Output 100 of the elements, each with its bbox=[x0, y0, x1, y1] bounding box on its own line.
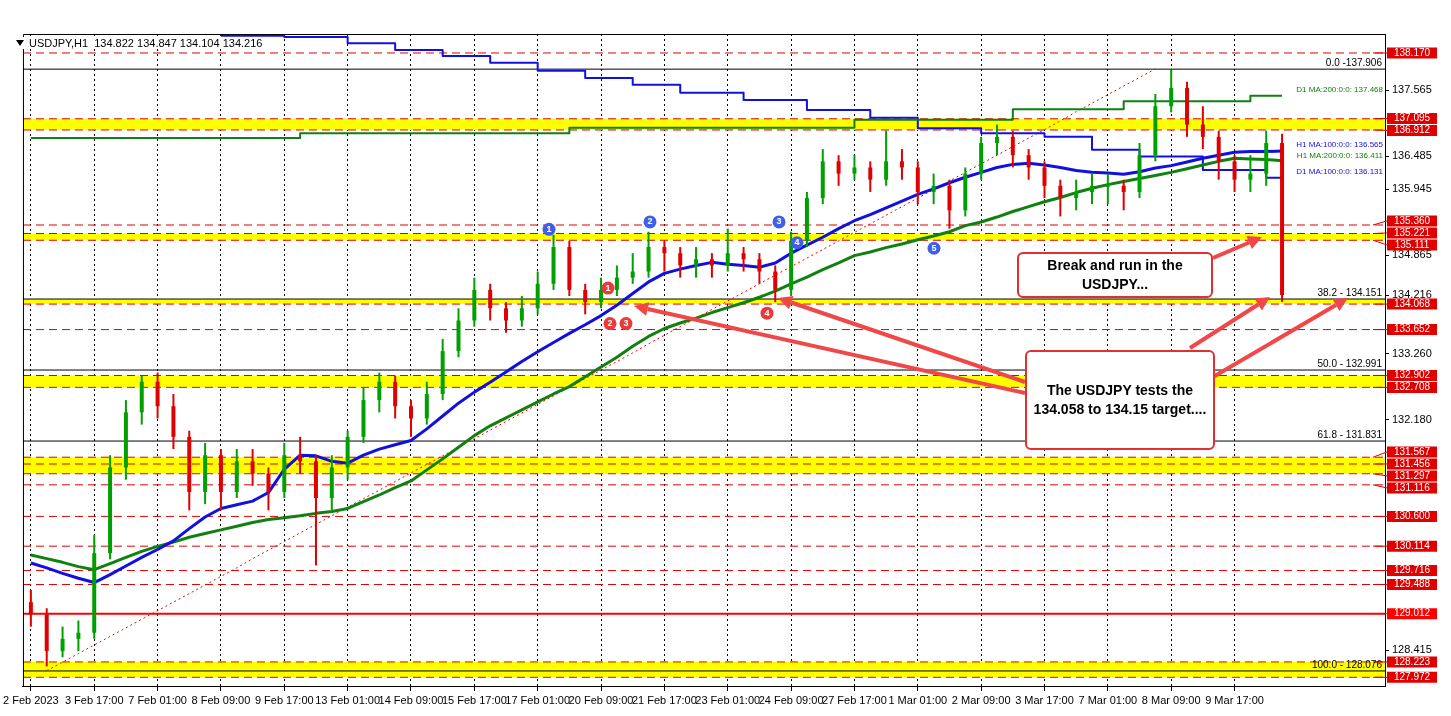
annotation: 2 bbox=[647, 216, 653, 227]
ref-line-label: 132.902 bbox=[1393, 369, 1431, 381]
x-tick-label: 14 Feb 09:00 bbox=[378, 693, 444, 706]
ref-line-label: 135.221 bbox=[1393, 226, 1431, 238]
candlestick bbox=[852, 154, 857, 181]
y-tick-label: 133.260 bbox=[1392, 346, 1432, 359]
ref-line-label: 136.912 bbox=[1393, 124, 1431, 136]
candlestick bbox=[773, 264, 778, 304]
y-tick-label: 134.865 bbox=[1392, 248, 1432, 261]
series-label: D1 MA:100:0:0: 136.131 bbox=[1296, 166, 1384, 176]
ref-line-label: 131.567 bbox=[1393, 445, 1431, 457]
annotation: 38.2 - 134.151 bbox=[1317, 287, 1383, 299]
annotation: 2 bbox=[607, 318, 613, 329]
chart-title: USDJPY,H1 134.822 134.847 134.104 134.216 bbox=[29, 37, 263, 49]
series-label: H1 MA:100:0:0: 136.565 bbox=[1296, 139, 1384, 149]
ref-line-label: 131.456 bbox=[1393, 457, 1431, 469]
candlestick bbox=[725, 227, 730, 273]
x-tick-label: 2 Mar 09:00 bbox=[951, 693, 1011, 706]
ref-line-label: 131.297 bbox=[1393, 469, 1431, 481]
candlestick bbox=[377, 371, 382, 414]
x-tick-label: 8 Feb 09:00 bbox=[191, 693, 251, 706]
candlestick bbox=[1058, 178, 1063, 218]
annotation: 0.0 -137.906 bbox=[1325, 57, 1383, 69]
x-tick-label: 9 Feb 17:00 bbox=[254, 693, 314, 706]
x-tick-label: 1 Mar 01:00 bbox=[888, 693, 948, 706]
candlestick bbox=[899, 148, 904, 181]
candlestick bbox=[1090, 172, 1095, 206]
annotation: 61.8 - 131.831 bbox=[1317, 429, 1383, 441]
x-tick-label: 7 Mar 01:00 bbox=[1078, 693, 1138, 706]
candlestick bbox=[868, 160, 873, 193]
candlestick bbox=[1232, 154, 1237, 193]
annotation: 3 bbox=[623, 318, 629, 329]
x-tick-label: 27 Feb 17:00 bbox=[822, 693, 887, 706]
annotation: 4 bbox=[764, 307, 770, 318]
ref-line-label: 138.170 bbox=[1393, 46, 1431, 58]
candlestick bbox=[599, 276, 604, 310]
candlestick bbox=[408, 399, 413, 438]
candlestick bbox=[519, 295, 524, 328]
ref-line-label: 135.111 bbox=[1394, 238, 1430, 250]
annotation: 4 bbox=[794, 237, 800, 248]
candlestick bbox=[994, 123, 999, 157]
candlestick bbox=[1105, 172, 1110, 206]
ref-line-label: 137.095 bbox=[1393, 112, 1431, 124]
ref-line-label: 130.114 bbox=[1394, 539, 1431, 551]
series-label: H1 MA:200:0:0: 136.411 bbox=[1296, 150, 1384, 160]
candlestick bbox=[694, 246, 699, 279]
ref-line-label: 129.716 bbox=[1393, 564, 1431, 576]
candlestick bbox=[1026, 148, 1031, 181]
candlestick bbox=[76, 619, 81, 653]
y-tick-label: 137.565 bbox=[1392, 83, 1432, 96]
x-tick-label: 21 Feb 17:00 bbox=[631, 693, 697, 706]
callout: The USDJPY tests the 134.058 to 134.15 target.... bbox=[1025, 350, 1215, 450]
candlestick bbox=[678, 246, 683, 279]
ref-line-label: 130.600 bbox=[1393, 510, 1431, 522]
candlestick bbox=[1074, 178, 1079, 212]
x-tick-label: 9 Mar 17:00 bbox=[1205, 693, 1264, 706]
candlestick bbox=[630, 252, 635, 285]
annotation: 5 bbox=[931, 242, 937, 253]
ref-line-label: 129.488 bbox=[1393, 578, 1431, 590]
annotation: 100.0 - 128.076 bbox=[1311, 658, 1383, 670]
annotation: 3 bbox=[776, 216, 782, 227]
ref-line-label: 132.708 bbox=[1393, 381, 1431, 393]
y-tick-label: 128.415 bbox=[1392, 643, 1432, 656]
ref-line-label: 133.652 bbox=[1393, 323, 1431, 335]
candlestick bbox=[60, 625, 65, 659]
candlestick bbox=[1042, 160, 1047, 200]
candlestick bbox=[741, 246, 746, 273]
annotation: 1 bbox=[605, 282, 611, 293]
ref-line-label: 131.116 bbox=[1394, 481, 1431, 493]
x-tick-label: 8 Mar 09:00 bbox=[1141, 693, 1201, 706]
y-tick-label: 136.485 bbox=[1392, 149, 1432, 162]
ref-line-label: 127.972 bbox=[1393, 671, 1431, 683]
callout: Break and run in the USDJPY... bbox=[1017, 252, 1213, 298]
x-tick-label: 13 Feb 01:00 bbox=[315, 693, 381, 706]
ref-line-label: 129.012 bbox=[1393, 607, 1431, 619]
ref-line-label: 135.360 bbox=[1393, 214, 1431, 226]
x-tick-label: 23 Feb 01:00 bbox=[695, 693, 761, 706]
candlestick bbox=[884, 129, 889, 187]
candlestick bbox=[931, 172, 936, 206]
x-tick-label: 7 Feb 01:00 bbox=[128, 693, 187, 706]
y-tick-label: 132.180 bbox=[1392, 412, 1432, 425]
candlestick bbox=[1248, 154, 1253, 193]
x-tick-label: 17 Feb 01:00 bbox=[505, 693, 571, 706]
annotation: 1 bbox=[546, 223, 552, 234]
candlestick bbox=[757, 252, 762, 285]
annotation: 50.0 - 132.991 bbox=[1317, 358, 1383, 370]
candlestick bbox=[614, 264, 619, 298]
candlestick bbox=[1121, 178, 1126, 212]
x-tick-label: 2 Feb 2023 bbox=[3, 693, 59, 706]
candlestick bbox=[709, 252, 714, 279]
series-label: D1 MA:200:0:0: 137.468 bbox=[1296, 84, 1384, 94]
x-tick-label: 3 Feb 17:00 bbox=[64, 693, 124, 706]
candlestick bbox=[1169, 68, 1174, 114]
x-tick-label: 3 Mar 17:00 bbox=[1015, 693, 1074, 706]
x-tick-label: 20 Feb 09:00 bbox=[568, 693, 634, 706]
ref-line-label: 128.223 bbox=[1393, 655, 1431, 667]
candlestick bbox=[836, 154, 841, 187]
candlestick bbox=[28, 588, 33, 628]
y-tick-label: 135.945 bbox=[1392, 182, 1432, 195]
x-tick-label: 24 Feb 09:00 bbox=[758, 693, 824, 706]
